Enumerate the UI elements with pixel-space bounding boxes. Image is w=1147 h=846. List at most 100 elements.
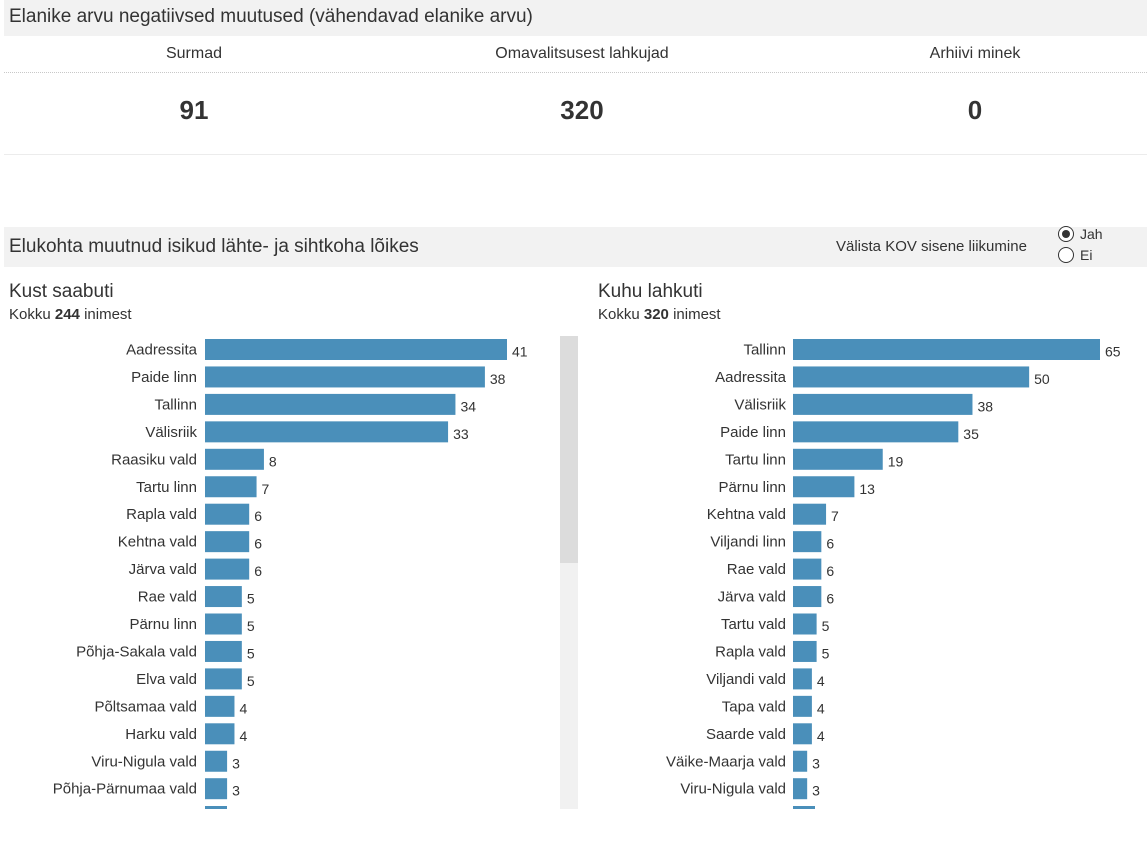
- value-label: 4: [817, 728, 825, 744]
- section-title: Elanike arvu negatiivsed muutused (vähen…: [9, 6, 533, 27]
- value-label: 35: [963, 426, 979, 442]
- category-label: Pärnu linn: [129, 616, 197, 633]
- bar[interactable]: [205, 448, 264, 470]
- category-label: Põhja-Sakala vald: [76, 643, 197, 660]
- kpi-leavers: Omavalitsusest lahkujad 320: [392, 36, 772, 126]
- kpi-value: 0: [967, 95, 983, 125]
- right-chart-title: Kuhu lahkuti: [598, 281, 703, 302]
- value-label: 38: [490, 371, 506, 387]
- bar[interactable]: [793, 640, 817, 662]
- bar[interactable]: [793, 366, 1030, 388]
- bar[interactable]: [205, 668, 242, 690]
- kpi-deaths: Surmad 91: [4, 36, 384, 126]
- exclude-internal-radio-group: Jah Ei: [1058, 223, 1103, 265]
- category-label: Kehtna vald: [707, 506, 786, 523]
- bar[interactable]: [205, 778, 228, 800]
- category-label: Järva vald: [129, 561, 197, 578]
- bar[interactable]: [793, 668, 812, 690]
- value-label: 50: [1034, 371, 1050, 387]
- category-label: Viru-Nigula vald: [680, 781, 786, 798]
- total-prefix: Kokku: [9, 306, 51, 323]
- bar[interactable]: [793, 695, 812, 717]
- value-label: 8: [269, 453, 277, 469]
- kpi-label: Omavalitsusest lahkujad: [495, 45, 669, 62]
- category-label: Rapla vald: [715, 643, 786, 660]
- bar[interactable]: [793, 778, 808, 800]
- radio-unselected-icon[interactable]: [1058, 246, 1074, 263]
- bar[interactable]: [793, 339, 1100, 360]
- kpi-value: 91: [179, 95, 209, 125]
- category-label: Rae vald: [138, 589, 197, 606]
- total-prefix: Kokku: [598, 306, 640, 323]
- bar[interactable]: [793, 613, 817, 635]
- value-label: 6: [254, 536, 262, 552]
- bar-partial: [205, 806, 227, 809]
- value-label: 6: [826, 563, 834, 579]
- value-label: 7: [831, 508, 839, 524]
- category-label: Paide linn: [131, 369, 197, 386]
- bar[interactable]: [793, 393, 973, 415]
- bar[interactable]: [205, 723, 235, 745]
- bar[interactable]: [205, 586, 242, 608]
- bar[interactable]: [793, 750, 808, 772]
- kpi-archive: Arhiivi minek 0: [785, 36, 1147, 126]
- exclude-internal-label: Välista KOV sisene liikumine: [836, 238, 1027, 255]
- kpi-divider: [4, 72, 1147, 73]
- bar[interactable]: [205, 339, 507, 360]
- bar[interactable]: [205, 476, 257, 498]
- bar[interactable]: [205, 640, 242, 662]
- right-chart-total: Kokku 320 inimest: [598, 306, 721, 323]
- bar[interactable]: [205, 613, 242, 635]
- value-label: 38: [977, 398, 993, 414]
- category-label: Viljandi linn: [710, 534, 786, 551]
- kpi-label: Arhiivi minek: [929, 45, 1021, 62]
- bar[interactable]: [205, 750, 228, 772]
- bar-partial: [793, 806, 815, 809]
- category-label: Tartu vald: [721, 616, 786, 633]
- value-label: 5: [247, 591, 255, 607]
- bar[interactable]: [793, 503, 827, 525]
- bar[interactable]: [205, 558, 250, 580]
- radio-selected-icon[interactable]: [1058, 225, 1074, 242]
- value-label: 7: [262, 481, 270, 497]
- bar[interactable]: [205, 503, 250, 525]
- bar[interactable]: [793, 448, 883, 470]
- value-label: 5: [247, 645, 255, 661]
- value-label: 33: [453, 426, 469, 442]
- bar[interactable]: [205, 393, 456, 415]
- category-label: Pärnu linn: [718, 479, 786, 496]
- value-label: 65: [1105, 344, 1121, 360]
- category-label: Välisriik: [734, 396, 786, 413]
- bar[interactable]: [793, 476, 855, 498]
- bar[interactable]: [793, 558, 822, 580]
- bar[interactable]: [205, 695, 235, 717]
- section-header-movement: Elukohta muutnud isikud lähte- ja sihtko…: [4, 227, 1147, 267]
- kpi-value: 320: [560, 95, 604, 125]
- bar[interactable]: [793, 531, 822, 553]
- value-label: 6: [826, 591, 834, 607]
- bar[interactable]: [205, 531, 250, 553]
- radio-option-ei[interactable]: Ei: [1058, 244, 1103, 265]
- left-chart-title: Kust saabuti: [9, 281, 114, 302]
- category-label: Aadressita: [126, 342, 198, 359]
- scrollbar-thumb[interactable]: [560, 336, 578, 563]
- total-number: 320: [643, 306, 669, 323]
- bar[interactable]: [205, 421, 449, 443]
- left-chart-total: Kokku 244 inimest: [9, 306, 132, 323]
- bar[interactable]: [793, 421, 959, 443]
- radio-label: Jah: [1080, 225, 1103, 242]
- arrivals-scrollbar[interactable]: [560, 336, 578, 809]
- category-label: Väike-Maarja vald: [666, 753, 786, 770]
- category-label: Elva vald: [136, 671, 197, 688]
- radio-option-jah[interactable]: Jah: [1058, 223, 1103, 244]
- category-label: Rae vald: [727, 561, 786, 578]
- total-number: 244: [54, 306, 80, 323]
- value-label: 3: [232, 783, 240, 799]
- bar[interactable]: [205, 366, 485, 388]
- bar[interactable]: [793, 723, 812, 745]
- bar[interactable]: [793, 586, 822, 608]
- category-label: Tartu linn: [725, 451, 786, 468]
- category-label: Paide linn: [720, 424, 786, 441]
- value-label: 3: [812, 755, 820, 771]
